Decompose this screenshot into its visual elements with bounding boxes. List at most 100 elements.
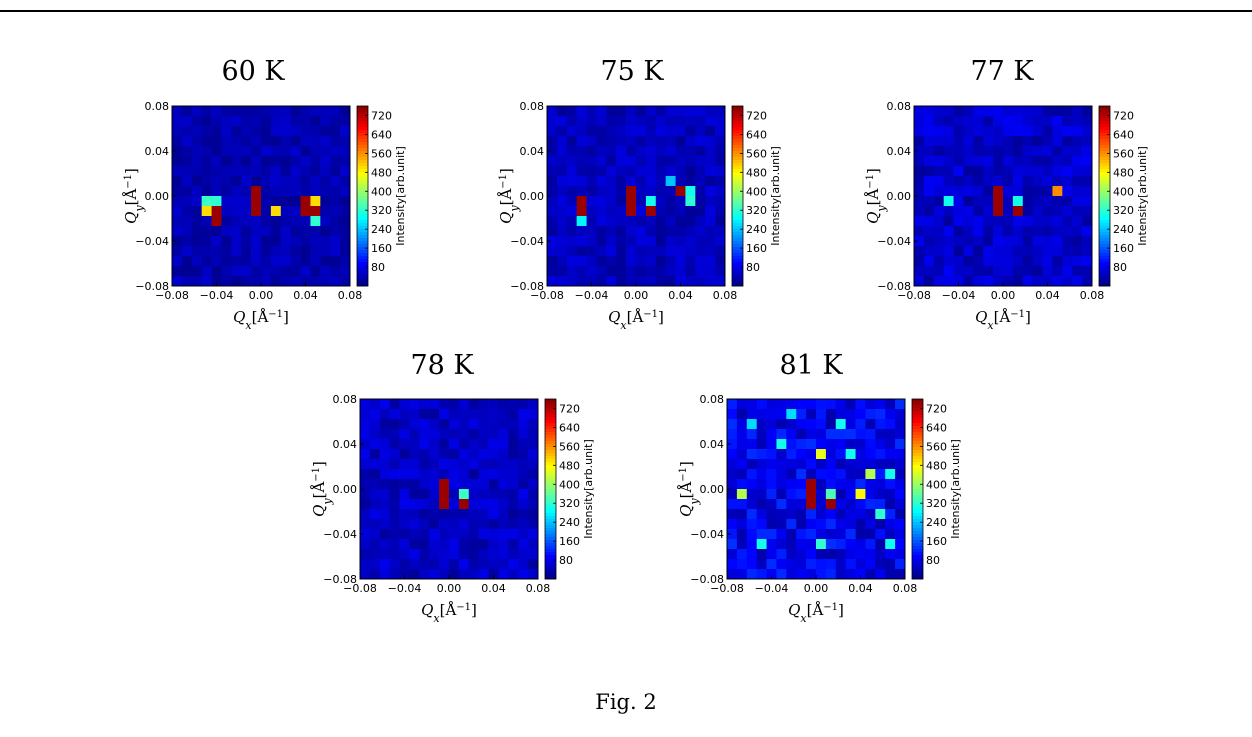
heatmap-cell [796, 569, 807, 580]
heatmap-cell [973, 156, 984, 167]
heatmap-cell [508, 479, 519, 490]
heatmap-cell [923, 116, 935, 127]
colorbar-segment [732, 265, 743, 269]
colorbar: 80160240320400480560640720Intensity[arb.… [911, 398, 962, 580]
heatmap-cell [508, 469, 519, 480]
heatmap-cell [885, 489, 896, 500]
heatmap-cell [360, 419, 371, 430]
heatmap-cell [547, 146, 558, 157]
heatmap-cell [855, 549, 866, 560]
heatmap-cell [655, 246, 667, 257]
heatmap-cell [756, 409, 767, 420]
heatmap-cell [1003, 246, 1014, 257]
heatmap-cell [251, 256, 262, 267]
heatmap-cell [695, 226, 706, 237]
heatmap-cell [310, 196, 321, 207]
colorbar-segment [732, 211, 743, 215]
heatmap-cell [727, 429, 738, 440]
heatmap-cell [547, 266, 558, 277]
heatmap-cell [547, 206, 558, 217]
heatmap-cell [865, 519, 876, 530]
heatmap-cell [241, 186, 252, 197]
heatmap-cell [983, 226, 994, 237]
heatmap-cell [786, 469, 797, 480]
heatmap-cell [586, 236, 597, 247]
heatmap-cell [439, 449, 450, 460]
heatmap-cell [695, 256, 706, 267]
colorbar-segment [357, 262, 368, 266]
heatmap-cell [895, 439, 906, 450]
heatmap-cell [449, 479, 460, 490]
heatmap-cell [231, 196, 242, 207]
x-tick-label: 0.08 [713, 289, 738, 302]
colorbar-segment [912, 489, 923, 493]
heatmap-cell [1022, 126, 1034, 137]
heatmap-cell [586, 256, 597, 267]
heatmap-cell [675, 126, 686, 137]
colorbar-segment [545, 405, 556, 409]
heatmap-cell [241, 226, 252, 237]
heatmap-cell [685, 116, 696, 127]
heatmap-cell [488, 539, 499, 550]
colorbar-segment [545, 534, 556, 538]
heatmap-cell [330, 106, 341, 117]
heatmap-cell [855, 539, 866, 550]
heatmap-cell [556, 146, 568, 157]
heatmap-cell [270, 176, 282, 187]
heatmap-cell [547, 256, 558, 267]
heatmap-cell [468, 479, 480, 490]
colorbar-segment [732, 277, 743, 281]
y-tick-label: −0.04 [690, 528, 724, 541]
heatmap-cell [566, 196, 578, 207]
colorbar-segment [732, 133, 743, 137]
colorbar-segment [912, 552, 923, 556]
colorbar-segment [545, 474, 556, 478]
heatmap-cell [419, 399, 430, 410]
heatmap-cell [606, 116, 617, 127]
heatmap-cell [211, 216, 222, 227]
heatmap-cell [715, 146, 726, 157]
heatmap-cell [231, 176, 242, 187]
heatmap-cell [766, 409, 777, 420]
heatmap-cell [746, 559, 758, 570]
heatmap-cell [953, 266, 964, 277]
heatmap-cell [1022, 246, 1034, 257]
heatmap-cell [330, 176, 341, 187]
heatmap-cell [261, 246, 272, 257]
colorbar-segment [1099, 145, 1110, 149]
heatmap-cell [933, 226, 945, 237]
heatmap-cell [172, 146, 183, 157]
heatmap-cell [943, 216, 954, 227]
heatmap-cell [835, 529, 847, 540]
colorbar-segment [732, 196, 743, 200]
heatmap-cell [736, 549, 748, 560]
heatmap-cell [665, 196, 676, 207]
heatmap-cell [1062, 246, 1073, 257]
heatmap-cell [923, 196, 935, 207]
heatmap-cell [1032, 106, 1043, 117]
heatmap-cell [1082, 256, 1093, 267]
heatmap-cell [776, 429, 787, 440]
colorbar-segment [912, 483, 923, 487]
colorbar-segment [732, 118, 743, 122]
heatmap-cell [488, 429, 499, 440]
heatmap-cell [419, 479, 430, 490]
heatmap-cell [885, 439, 896, 450]
heatmap-cell [528, 529, 539, 540]
heatmap-cell [488, 509, 499, 520]
heatmap-cell [953, 126, 964, 137]
x-tick-label: −0.04 [200, 289, 234, 302]
x-tick-label: −0.08 [710, 582, 744, 595]
heatmap-cell [636, 206, 647, 217]
colorbar-tick-label: 160 [371, 242, 392, 255]
heatmap-cell [1082, 206, 1093, 217]
heatmap-cell [191, 166, 203, 177]
heatmap-cell [923, 246, 935, 257]
heatmap-cell [290, 186, 301, 197]
heatmap-cell [576, 166, 587, 177]
colorbar-segment [732, 136, 743, 140]
heatmap-cell [1052, 196, 1063, 207]
heatmap-cell [746, 509, 758, 520]
heatmap-cell [458, 419, 470, 430]
heatmap-cell [675, 186, 686, 197]
